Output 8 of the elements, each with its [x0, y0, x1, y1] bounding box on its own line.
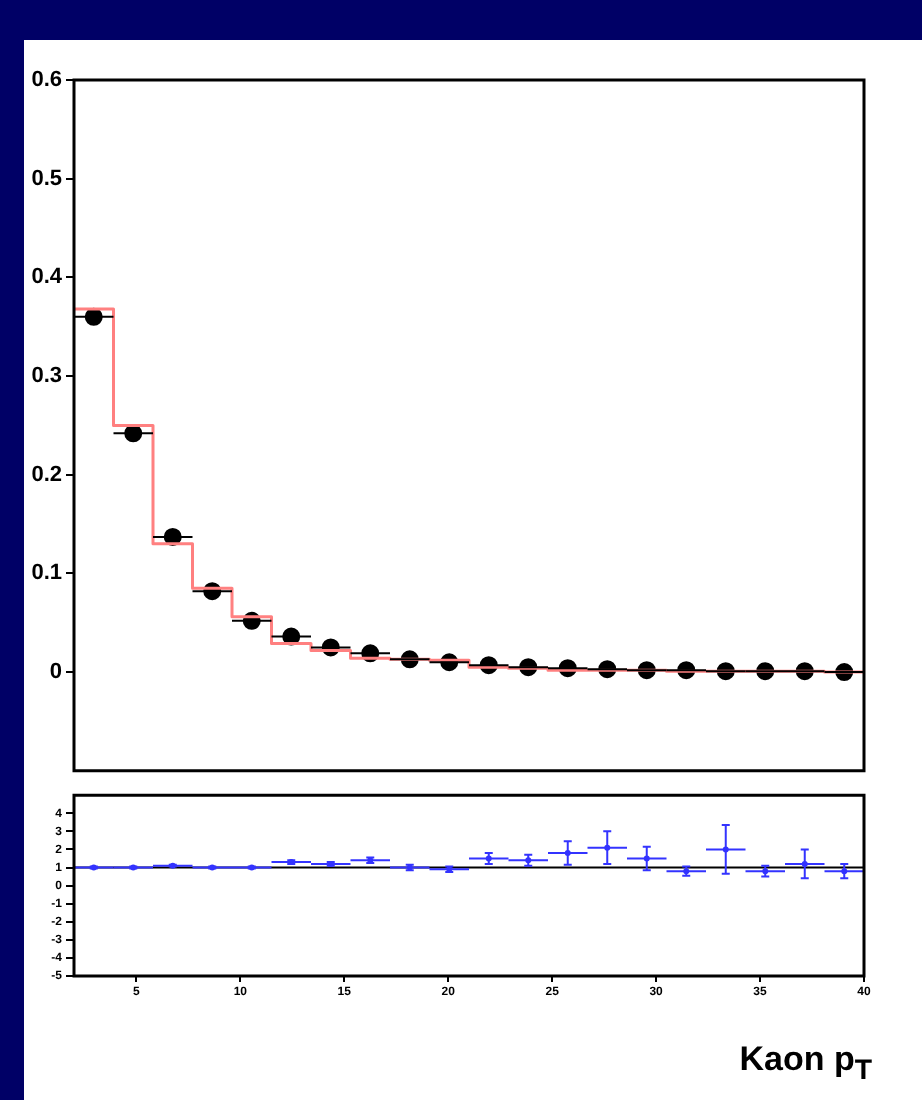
- x-axis-title: Kaon p$_{T}$: [739, 1040, 872, 1087]
- y-tick-label: 0.4: [31, 265, 64, 290]
- y-tick-label: 0.6: [31, 68, 62, 93]
- y-tick-label: 0: [49, 660, 62, 685]
- y-tick-label: 0.3: [31, 364, 62, 389]
- y-tick-label: 0.2: [31, 462, 62, 487]
- y-tick-label: 0.1: [31, 561, 62, 586]
- y-tick-label: 0.5: [31, 166, 62, 191]
